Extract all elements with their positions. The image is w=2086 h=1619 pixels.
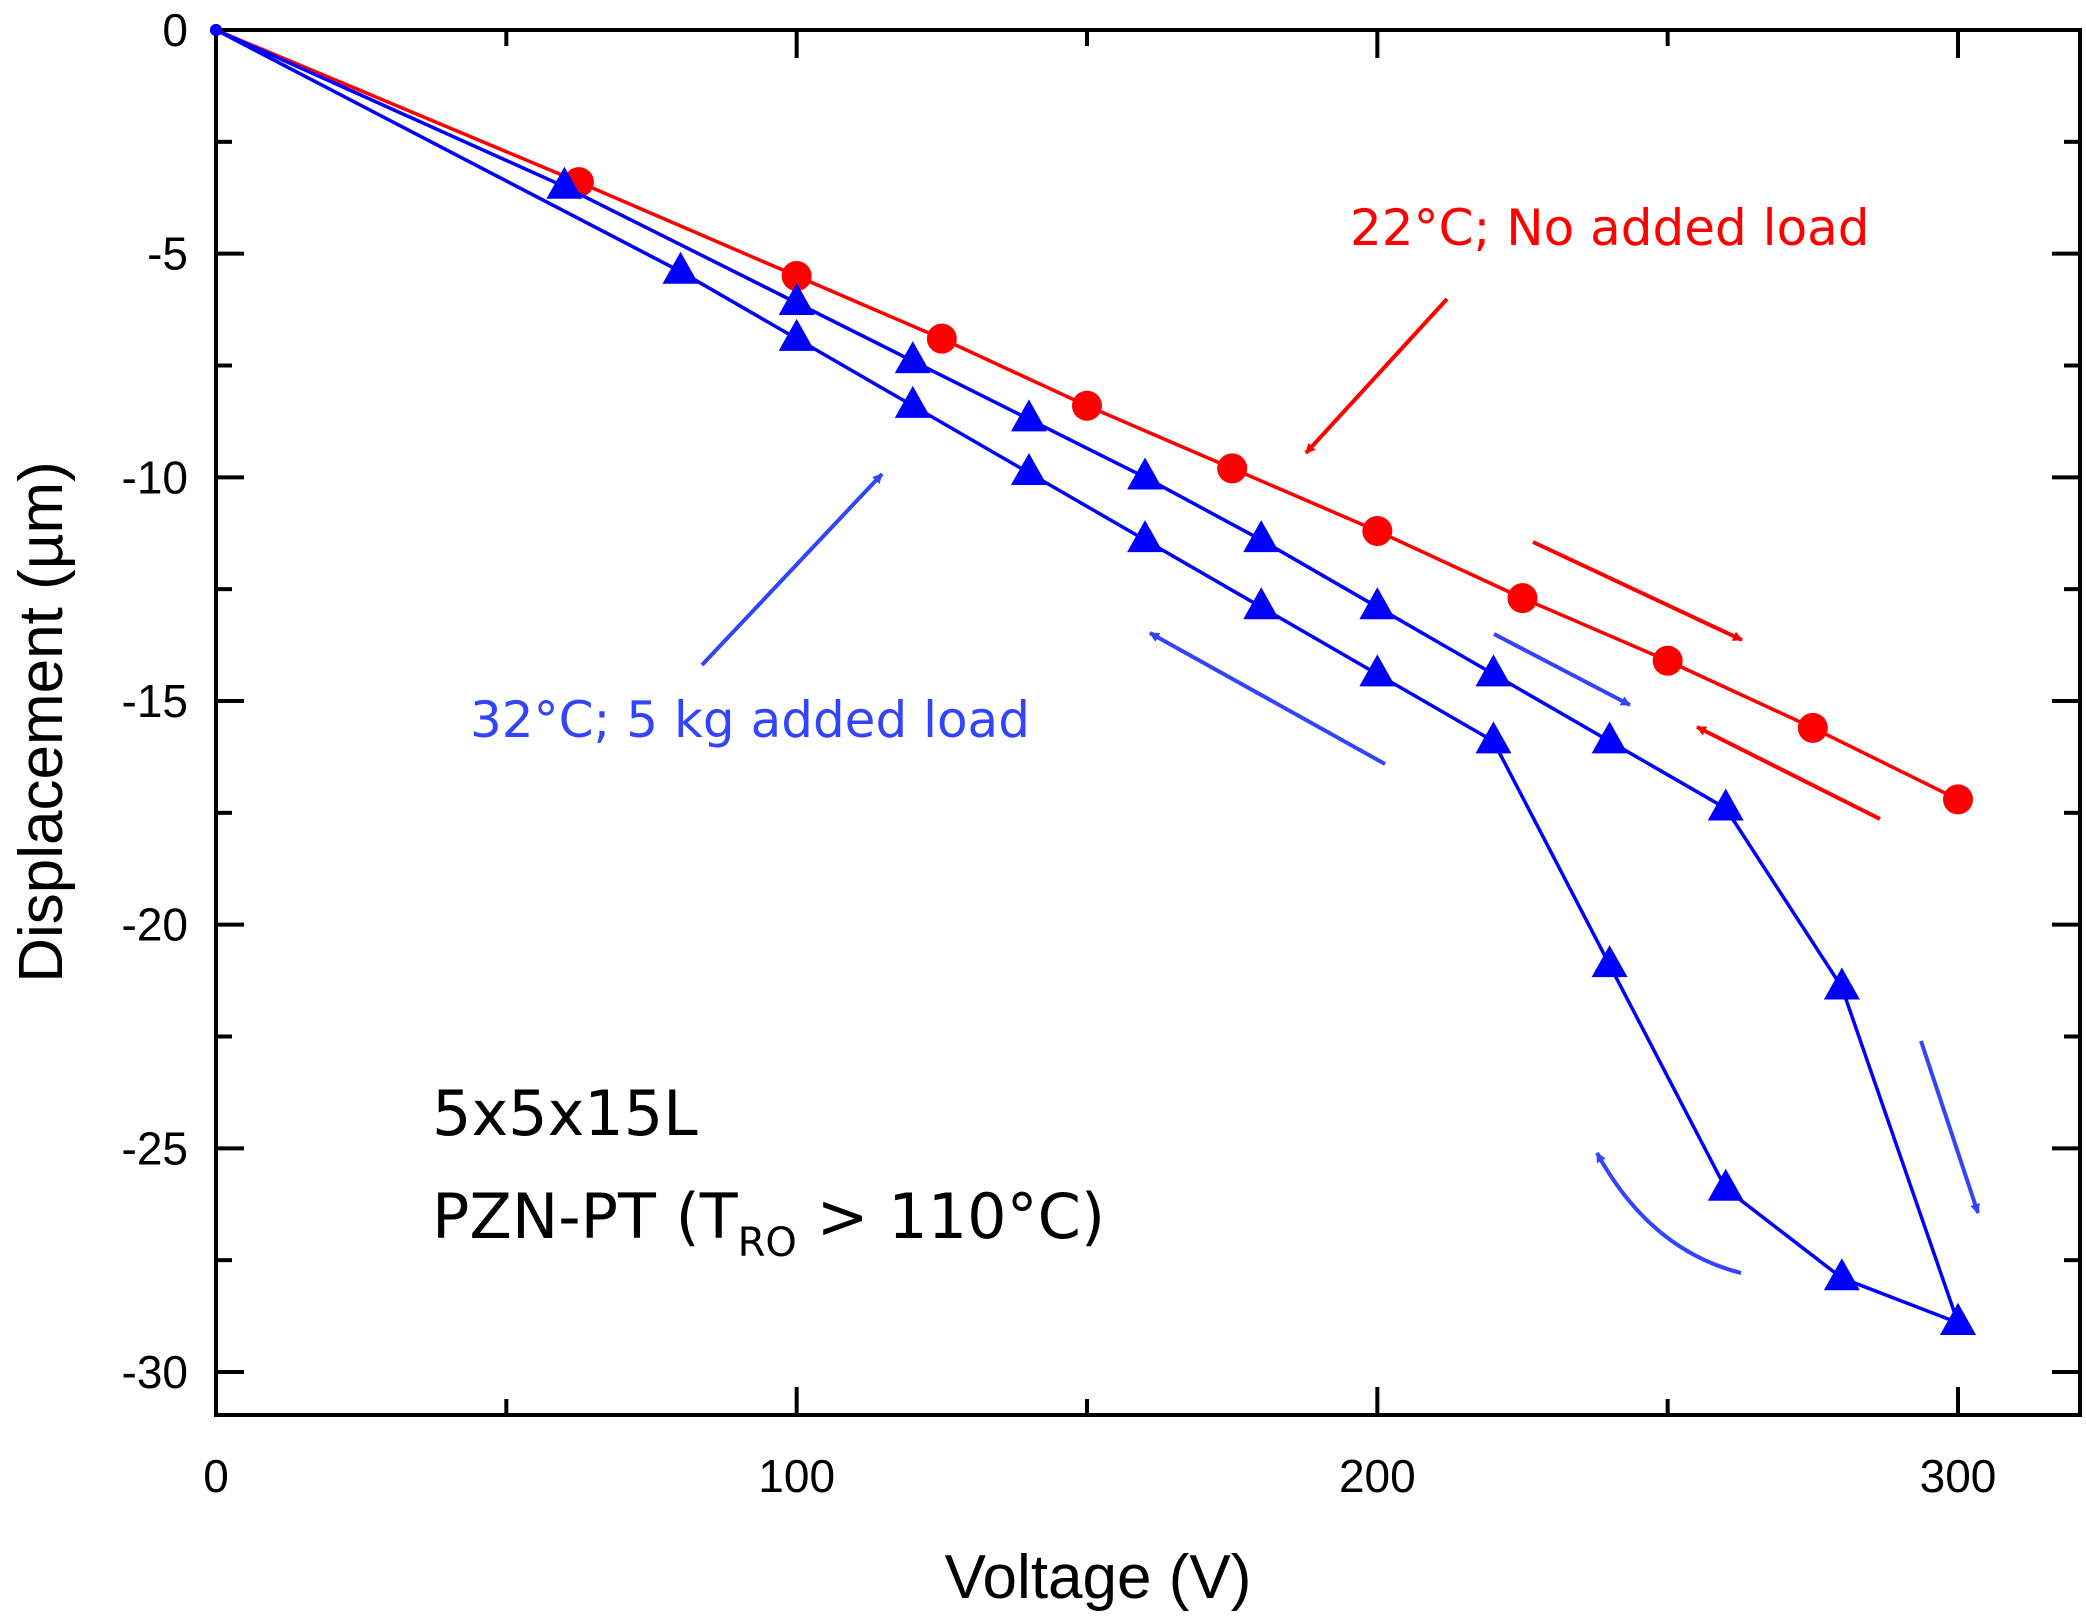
sample-name: 5x5x15L xyxy=(432,1077,698,1150)
data-point xyxy=(1652,645,1683,676)
axis-ticks xyxy=(214,28,2080,1415)
y-tick-label: -30 xyxy=(122,1346,188,1398)
data-point xyxy=(781,261,812,292)
data-point xyxy=(778,283,815,316)
data-point xyxy=(1127,520,1164,553)
data-point xyxy=(1475,654,1512,687)
data-point xyxy=(1217,453,1248,484)
data-point xyxy=(1010,453,1047,486)
data-point xyxy=(1943,784,1973,815)
data-point xyxy=(1475,721,1512,754)
data-point xyxy=(1127,457,1164,490)
data-point xyxy=(662,251,699,284)
blue-curved-arrow xyxy=(1595,1152,1742,1275)
blue-down-arrow xyxy=(1149,631,1386,766)
x-tick-label: 300 xyxy=(1920,1450,1997,1502)
data-point xyxy=(1940,1302,1976,1335)
series-layer xyxy=(210,24,1976,1335)
series-2 xyxy=(210,24,1976,1335)
data-point xyxy=(1243,587,1280,620)
data-point xyxy=(546,166,583,199)
blue-up-arrow xyxy=(1493,632,1631,707)
y-tick-label: -25 xyxy=(122,1122,188,1174)
y-tick-label: -20 xyxy=(122,899,188,951)
data-point xyxy=(894,385,931,418)
sample-material-suffix: > 110°C) xyxy=(797,1180,1105,1253)
data-point xyxy=(1797,712,1828,743)
x-tick-label: 0 xyxy=(203,1450,229,1502)
data-point-origin xyxy=(210,24,222,36)
y-axis-title: Displacement (µm) xyxy=(7,461,76,983)
blue-steep-arrow xyxy=(1919,1040,1980,1214)
data-point xyxy=(1359,654,1396,687)
plot-frame xyxy=(214,28,2082,1417)
series-0 xyxy=(210,24,1973,815)
x-tick-label: 200 xyxy=(1339,1450,1416,1502)
sample-material: PZN-PT (TRO > 110°C) xyxy=(432,1180,1105,1266)
data-point xyxy=(1359,587,1396,620)
data-point xyxy=(1362,516,1393,547)
y-tick-label: -10 xyxy=(122,451,188,503)
data-point xyxy=(1823,1258,1860,1291)
data-point xyxy=(1591,945,1628,978)
y-tick-label: -5 xyxy=(147,228,188,280)
sample-material-prefix: PZN-PT (T xyxy=(432,1180,739,1253)
data-point xyxy=(1072,390,1102,421)
data-point xyxy=(1823,967,1860,1000)
data-point xyxy=(1591,721,1628,754)
y-tick-label: -15 xyxy=(122,675,188,727)
data-point xyxy=(1243,520,1280,553)
data-point xyxy=(926,323,957,354)
data-point xyxy=(1507,583,1538,614)
data-point xyxy=(1707,1168,1744,1201)
x-axis-title: Voltage (V) xyxy=(945,1543,1252,1612)
direction-arrows xyxy=(700,297,1980,1275)
data-point xyxy=(1010,399,1047,432)
axis-tick-labels: 0 100 200 300 0 -5 -10 -15 -20 -25 -30 xyxy=(122,4,1997,1502)
x-tick-label: 100 xyxy=(758,1450,835,1502)
red-series-label: 22°C; No added load xyxy=(1350,199,1870,257)
red-up-arrow xyxy=(1532,540,1743,642)
data-point xyxy=(778,318,815,351)
sample-material-subscript: RO xyxy=(738,1220,797,1266)
data-point xyxy=(1707,788,1744,821)
red-down-arrow xyxy=(1696,725,1881,821)
blue-series-label: 32°C; 5 kg added load xyxy=(470,691,1030,749)
data-point xyxy=(894,341,931,374)
blue-label-arrow xyxy=(700,472,884,667)
red-label-arrow xyxy=(1304,297,1449,455)
y-tick-label: 0 xyxy=(162,4,188,56)
